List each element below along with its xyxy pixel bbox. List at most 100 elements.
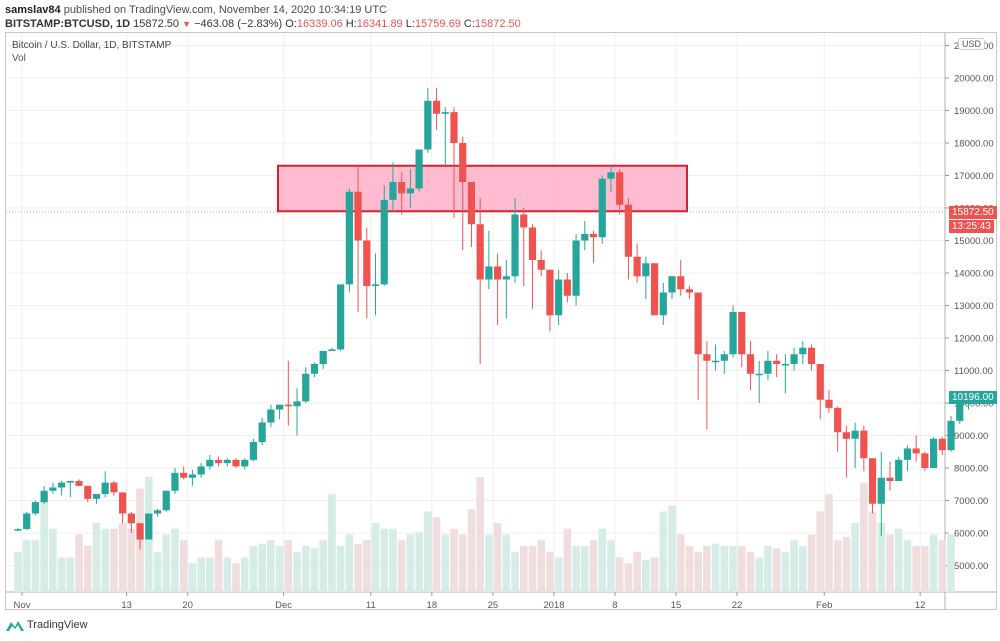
candle-body[interactable] <box>930 438 938 468</box>
candle-body[interactable] <box>790 354 798 364</box>
candle-body[interactable] <box>895 459 903 481</box>
candle-body[interactable] <box>389 182 397 200</box>
candle-body[interactable] <box>459 143 467 182</box>
candle-body[interactable] <box>572 240 580 296</box>
candle-body[interactable] <box>685 289 694 293</box>
candle-body[interactable] <box>49 487 57 491</box>
candle-body[interactable] <box>380 199 388 285</box>
candle-body[interactable] <box>214 459 223 464</box>
candle-body[interactable] <box>258 422 266 443</box>
candle-body[interactable] <box>851 430 859 439</box>
candle-body[interactable] <box>354 191 362 241</box>
candle-body[interactable] <box>345 191 353 285</box>
candle-body[interactable] <box>476 224 484 280</box>
candle-body[interactable] <box>432 100 441 114</box>
candle-body[interactable] <box>188 474 196 478</box>
candle-body[interactable] <box>650 263 659 316</box>
candle-body[interactable] <box>276 404 284 410</box>
candle-body[interactable] <box>616 172 624 205</box>
candle-body[interactable] <box>249 442 258 460</box>
candle-body[interactable] <box>799 347 807 355</box>
candle-body[interactable] <box>310 364 319 374</box>
candle-body[interactable] <box>232 459 240 467</box>
candle-body[interactable] <box>424 100 432 150</box>
candle-body[interactable] <box>860 430 868 459</box>
candle-body[interactable] <box>912 448 920 454</box>
candle-body[interactable] <box>136 523 144 540</box>
candle-body[interactable] <box>328 349 336 351</box>
candle-body[interactable] <box>371 284 380 286</box>
author-name[interactable]: samslav84 <box>5 4 61 16</box>
candle-body[interactable] <box>14 529 22 531</box>
candle-body[interactable] <box>119 492 127 514</box>
candle-body[interactable] <box>668 276 676 293</box>
candle-body[interactable] <box>868 458 877 504</box>
candle-body[interactable] <box>738 312 746 355</box>
candle-body[interactable] <box>223 459 231 464</box>
candle-body[interactable] <box>58 482 66 488</box>
candle-body[interactable] <box>241 459 249 467</box>
candle-body[interactable] <box>781 364 789 366</box>
candle-body[interactable] <box>511 214 519 277</box>
candle-body[interactable] <box>842 432 850 439</box>
candle-body[interactable] <box>398 182 406 194</box>
candle-body[interactable] <box>31 502 40 514</box>
candle-body[interactable] <box>720 354 728 361</box>
candle-body[interactable] <box>825 399 833 408</box>
candle-body[interactable] <box>677 276 685 290</box>
candle-body[interactable] <box>746 354 755 374</box>
currency-button[interactable]: USD <box>958 38 986 50</box>
candle-body[interactable] <box>546 269 554 316</box>
candle-body[interactable] <box>642 263 650 277</box>
candle-body[interactable] <box>589 234 598 238</box>
candle-body[interactable] <box>145 513 153 540</box>
candle-body[interactable] <box>415 149 423 189</box>
candle-body[interactable] <box>101 482 109 494</box>
resistance-zone-rectangle[interactable] <box>277 164 688 213</box>
candle-body[interactable] <box>712 360 720 363</box>
candle-body[interactable] <box>773 360 781 364</box>
candle-body[interactable] <box>162 490 170 511</box>
candle-body[interactable] <box>598 178 606 238</box>
candle-body[interactable] <box>494 266 502 280</box>
candle-body[interactable] <box>206 459 214 467</box>
candle-body[interactable] <box>75 481 83 486</box>
candle-body[interactable] <box>293 401 301 407</box>
candle-body[interactable] <box>633 256 641 277</box>
candle-body[interactable] <box>877 477 885 504</box>
candle-body[interactable] <box>110 482 118 493</box>
candle-body[interactable] <box>694 292 702 355</box>
candle-body[interactable] <box>319 351 327 364</box>
candle-body[interactable] <box>903 448 912 460</box>
candle-body[interactable] <box>607 172 615 179</box>
candle-body[interactable] <box>816 364 824 400</box>
candle-body[interactable] <box>171 472 179 491</box>
candle-body[interactable] <box>302 373 310 402</box>
candle-body[interactable] <box>938 438 946 451</box>
candle-body[interactable] <box>267 409 275 423</box>
candle-body[interactable] <box>703 354 711 361</box>
candle-body[interactable] <box>563 279 571 296</box>
candle-body[interactable] <box>755 373 763 376</box>
candle-body[interactable] <box>834 407 842 433</box>
candle-body[interactable] <box>363 240 371 287</box>
candle-body[interactable] <box>450 112 458 143</box>
candle-body[interactable] <box>153 510 162 514</box>
candle-body[interactable] <box>886 477 894 481</box>
candle-body[interactable] <box>921 453 929 468</box>
candle-body[interactable] <box>66 481 74 483</box>
candle-body[interactable] <box>537 260 545 270</box>
candle-body[interactable] <box>764 360 772 374</box>
candle-body[interactable] <box>624 204 632 257</box>
candle-body[interactable] <box>467 182 476 225</box>
candle-body[interactable] <box>528 227 537 261</box>
candle-body[interactable] <box>555 279 563 316</box>
candle-body[interactable] <box>807 347 816 364</box>
candle-body[interactable] <box>729 312 737 355</box>
candle-body[interactable] <box>84 485 92 499</box>
candle-body[interactable] <box>520 214 528 228</box>
candle-body[interactable] <box>127 513 135 524</box>
candle-body[interactable] <box>485 266 493 280</box>
candle-body[interactable] <box>40 490 48 503</box>
